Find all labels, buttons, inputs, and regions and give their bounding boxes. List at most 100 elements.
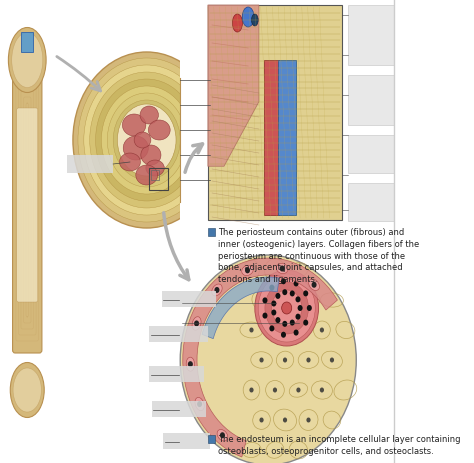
Circle shape (255, 270, 319, 346)
Ellipse shape (12, 32, 43, 88)
Circle shape (180, 255, 356, 463)
Bar (210, 170, 260, 188)
Circle shape (283, 418, 287, 423)
Polygon shape (183, 258, 337, 457)
Circle shape (188, 361, 193, 367)
Ellipse shape (276, 263, 288, 274)
Circle shape (280, 265, 285, 271)
Circle shape (307, 305, 312, 311)
Circle shape (272, 290, 302, 326)
Circle shape (296, 327, 301, 332)
Ellipse shape (96, 79, 198, 201)
Text: The periosteum contains outer (fibrous) and
inner (osteogenic) layers. Collagen : The periosteum contains outer (fibrous) … (218, 228, 419, 284)
Circle shape (306, 298, 310, 302)
Circle shape (306, 357, 310, 363)
Circle shape (311, 282, 317, 288)
Circle shape (214, 287, 219, 293)
Circle shape (269, 325, 274, 332)
Bar (210, 95, 260, 113)
Bar (180, 40, 281, 240)
Circle shape (306, 418, 310, 423)
Ellipse shape (113, 100, 180, 180)
Ellipse shape (119, 153, 140, 171)
Ellipse shape (10, 363, 44, 418)
Circle shape (281, 278, 286, 284)
Circle shape (295, 313, 301, 319)
Ellipse shape (252, 14, 258, 26)
Bar (208, 5, 342, 220)
Circle shape (245, 267, 250, 273)
Text: The endosteum is an incomplete cellular layer containing
osteoblasts, osteoproge: The endosteum is an incomplete cellular … (218, 435, 460, 456)
Circle shape (259, 298, 264, 302)
Circle shape (265, 282, 309, 334)
Ellipse shape (242, 265, 253, 275)
Circle shape (283, 321, 287, 327)
Circle shape (275, 293, 281, 299)
Ellipse shape (84, 65, 210, 215)
Ellipse shape (195, 397, 204, 411)
Circle shape (269, 285, 274, 291)
Circle shape (295, 296, 301, 302)
Circle shape (320, 388, 324, 393)
Ellipse shape (90, 72, 204, 208)
Circle shape (290, 290, 295, 296)
Ellipse shape (136, 165, 157, 185)
Bar (210, 145, 260, 163)
Ellipse shape (309, 279, 319, 290)
Circle shape (197, 401, 202, 407)
Bar (149, 168, 168, 190)
Ellipse shape (186, 357, 194, 371)
Bar (162, 291, 216, 307)
Ellipse shape (122, 114, 146, 136)
Circle shape (320, 327, 324, 332)
Ellipse shape (118, 104, 176, 176)
Circle shape (275, 317, 281, 323)
Ellipse shape (123, 136, 148, 160)
Ellipse shape (73, 52, 220, 228)
Bar (348, 183, 394, 221)
FancyBboxPatch shape (17, 108, 38, 302)
Bar (210, 120, 260, 138)
Circle shape (271, 309, 276, 315)
Ellipse shape (141, 145, 161, 165)
FancyBboxPatch shape (13, 67, 42, 353)
Bar (149, 326, 208, 342)
Ellipse shape (146, 160, 164, 176)
Circle shape (258, 274, 315, 342)
Ellipse shape (131, 121, 163, 159)
Ellipse shape (148, 120, 170, 140)
Bar (164, 433, 210, 449)
Circle shape (249, 388, 254, 393)
Bar (208, 435, 215, 443)
Ellipse shape (140, 106, 158, 124)
Bar (208, 228, 215, 236)
Circle shape (282, 302, 292, 314)
Circle shape (296, 388, 301, 393)
Bar (151, 170, 159, 180)
Bar (149, 366, 204, 382)
Ellipse shape (101, 86, 192, 194)
Circle shape (263, 297, 267, 303)
Circle shape (273, 327, 277, 332)
Ellipse shape (78, 58, 216, 222)
Bar (278, 60, 296, 215)
Polygon shape (202, 277, 279, 338)
Circle shape (303, 319, 308, 325)
Bar (152, 401, 206, 417)
Ellipse shape (134, 132, 151, 148)
Ellipse shape (242, 7, 254, 27)
Circle shape (259, 418, 264, 423)
Circle shape (273, 388, 277, 393)
Circle shape (303, 290, 308, 296)
Circle shape (220, 432, 225, 438)
Bar (264, 60, 279, 215)
Ellipse shape (192, 317, 201, 330)
Bar (348, 5, 394, 65)
Ellipse shape (212, 284, 222, 296)
Ellipse shape (9, 27, 46, 93)
Circle shape (283, 298, 287, 302)
Circle shape (293, 281, 299, 287)
Circle shape (298, 305, 302, 311)
Circle shape (293, 330, 299, 336)
Bar (210, 70, 260, 88)
